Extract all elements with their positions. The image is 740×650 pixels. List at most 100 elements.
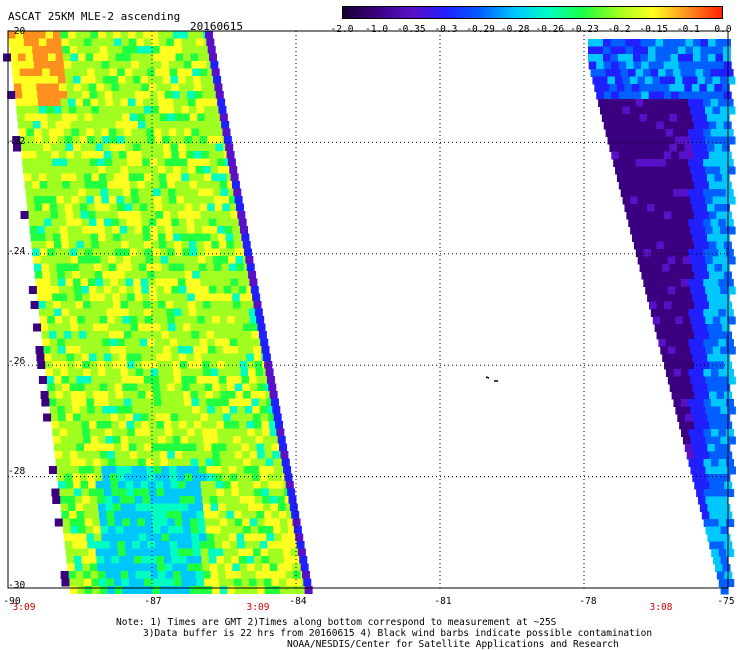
- swath-cell: [682, 196, 691, 205]
- swath-cell: [278, 511, 287, 519]
- swath-cell: [44, 158, 53, 167]
- swath-cell: [701, 151, 710, 160]
- swath-cell: [40, 121, 49, 129]
- swath-cell: [710, 369, 719, 377]
- swath-cell: [170, 346, 179, 354]
- swath-cell: [603, 54, 611, 62]
- swath-cell: [193, 218, 202, 227]
- swath-cell: [237, 473, 246, 482]
- swath-cell: [167, 586, 176, 594]
- swath-cell: [124, 406, 133, 414]
- swath-cell: [697, 406, 706, 415]
- swath-cell: [149, 226, 158, 234]
- swath-cell: [143, 511, 152, 519]
- swath-cell: [36, 151, 45, 159]
- swath-cell: [711, 549, 720, 557]
- swath-cell: [103, 413, 112, 422]
- swath-cell: [92, 248, 101, 257]
- swath-cell: [62, 113, 71, 122]
- swath-cell: [158, 166, 167, 174]
- swath-cell: [688, 129, 697, 137]
- swath-cell: [273, 466, 282, 474]
- swath-cell: [217, 158, 226, 167]
- swath-cell: [54, 316, 63, 324]
- swath-cell: [697, 196, 706, 205]
- swath-cell: [224, 496, 233, 504]
- swath-cell: [114, 383, 123, 392]
- swath-cell: [708, 271, 717, 280]
- swath-cell: [73, 353, 82, 362]
- swath-cell: [153, 196, 162, 204]
- swath-cell: [109, 473, 118, 482]
- swath-cell: [246, 488, 255, 497]
- swath-cell: [243, 398, 252, 407]
- swath-cell: [701, 481, 710, 490]
- swath-cell: [206, 128, 215, 137]
- swath-cell: [178, 548, 187, 557]
- swath-cell: [25, 188, 34, 197]
- swath-cell: [718, 459, 727, 467]
- swath-cell: [690, 376, 699, 385]
- swath-cell: [146, 196, 155, 204]
- swath-cell: [15, 98, 24, 107]
- swath-cell: [97, 428, 106, 437]
- swath-cell: [174, 451, 183, 459]
- swath-cell: [228, 533, 237, 542]
- swath-cell: [667, 136, 676, 145]
- swath-cell: [38, 173, 47, 182]
- swath-cell: [154, 203, 163, 212]
- swath-cell: [703, 69, 712, 77]
- swath-cell: [91, 106, 100, 114]
- swath-cell: [203, 503, 212, 512]
- swath-cell: [68, 308, 77, 317]
- swath-cell: [88, 346, 97, 354]
- swath-cell: [257, 383, 266, 392]
- swath-cell: [208, 421, 217, 429]
- swath-cell: [165, 233, 174, 242]
- swath-cell: [727, 316, 736, 325]
- swath-cell: [658, 279, 667, 287]
- swath-cell: [708, 39, 716, 47]
- swath-cell: [211, 511, 220, 519]
- swath-cell: [158, 571, 167, 579]
- swath-cell: [709, 541, 718, 550]
- swath-cell: [79, 271, 88, 279]
- swath-cell: [187, 563, 196, 572]
- swath-cell: [102, 68, 111, 77]
- swath-cell: [133, 413, 142, 422]
- swath-cell: [69, 518, 78, 527]
- swath-cell: [78, 188, 87, 197]
- swath-cell: [115, 121, 124, 129]
- swath-cell: [243, 466, 252, 474]
- swath-cell: [73, 218, 82, 227]
- swath-cell: [182, 383, 191, 392]
- swath-cell: [139, 541, 148, 549]
- swath-cell: [187, 226, 196, 234]
- swath-cell: [697, 316, 706, 325]
- swath-cell: [236, 398, 245, 407]
- swath-cell: [678, 151, 687, 160]
- swath-cell: [153, 128, 162, 137]
- swath-cell: [618, 91, 627, 100]
- swath-cell: [75, 166, 84, 174]
- swath-cell: [233, 233, 242, 242]
- swath-cell: [716, 301, 725, 310]
- swath-cell: [667, 286, 676, 295]
- swath-cell: [686, 91, 695, 100]
- swath-cell: [193, 76, 202, 84]
- swath-cell: [143, 31, 151, 39]
- swath-edge-cell: [256, 316, 265, 324]
- swath-cell: [88, 421, 97, 429]
- swath-cell: [722, 354, 731, 362]
- swath-cell: [21, 83, 30, 92]
- swath-cell: [637, 136, 646, 145]
- swath-cell: [703, 429, 712, 437]
- swath-cell: [35, 143, 44, 152]
- swath-cell: [720, 556, 729, 565]
- swath-cell: [254, 428, 263, 437]
- swath-cell: [84, 586, 93, 594]
- swath-cell: [155, 143, 164, 152]
- swath-cell: [68, 98, 77, 107]
- swath-cell: [715, 54, 724, 62]
- swath-cell: [172, 226, 181, 234]
